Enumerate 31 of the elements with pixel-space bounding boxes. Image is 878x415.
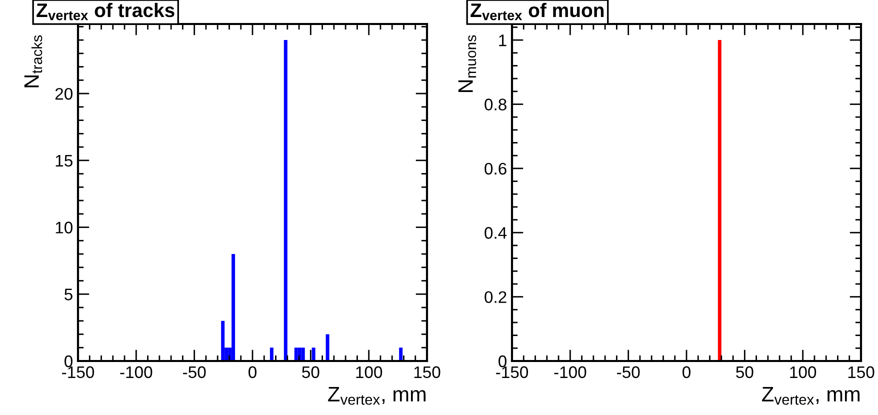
x-axis-title: Z$_{vertex}$, mm (762, 387, 860, 405)
y-tick-label: 0.4 (484, 227, 507, 239)
x-tick-label: 50 (302, 366, 320, 378)
y-tick-label: 20 (55, 88, 72, 100)
chart-title: Z$_{vertex}$ of muon (470, 2, 604, 20)
y-axis-title: N$_{muons}$ (458, 35, 476, 92)
x-tick-label: -150 (496, 366, 528, 378)
x-tick-label: -50 (617, 366, 640, 378)
y-tick-label: 1 (499, 34, 506, 46)
x-tick-label: 100 (790, 366, 816, 378)
x-tick-label: 150 (848, 366, 874, 378)
y-tick-label: 0 (498, 355, 506, 368)
x-tick-label: 0 (682, 366, 690, 378)
y-tick-label: 5 (64, 288, 72, 300)
x-axis-title: Z$_{vertex}$, mm (328, 387, 426, 405)
x-tick-label: -100 (554, 366, 586, 378)
chart-title: Z$_{vertex}$ of tracks (36, 2, 174, 20)
x-tick-label: -100 (120, 366, 152, 378)
y-tick-label: 0 (64, 355, 72, 368)
y-tick-label: 10 (56, 222, 72, 234)
y-tick-label: 0.6 (484, 162, 506, 175)
y-tick-label: 15 (56, 154, 72, 167)
x-tick-label: 50 (736, 366, 754, 378)
x-tick-label: 100 (356, 366, 382, 378)
x-tick-label: -50 (183, 366, 206, 378)
x-tick-label: 150 (414, 366, 440, 378)
y-axis-title: N$_{tracks}$ (24, 35, 42, 88)
x-tick-label: -150 (62, 366, 94, 378)
y-tick-label: 0.2 (484, 291, 506, 304)
x-tick-label: 0 (248, 366, 256, 378)
y-tick-label: 0.8 (484, 98, 506, 110)
